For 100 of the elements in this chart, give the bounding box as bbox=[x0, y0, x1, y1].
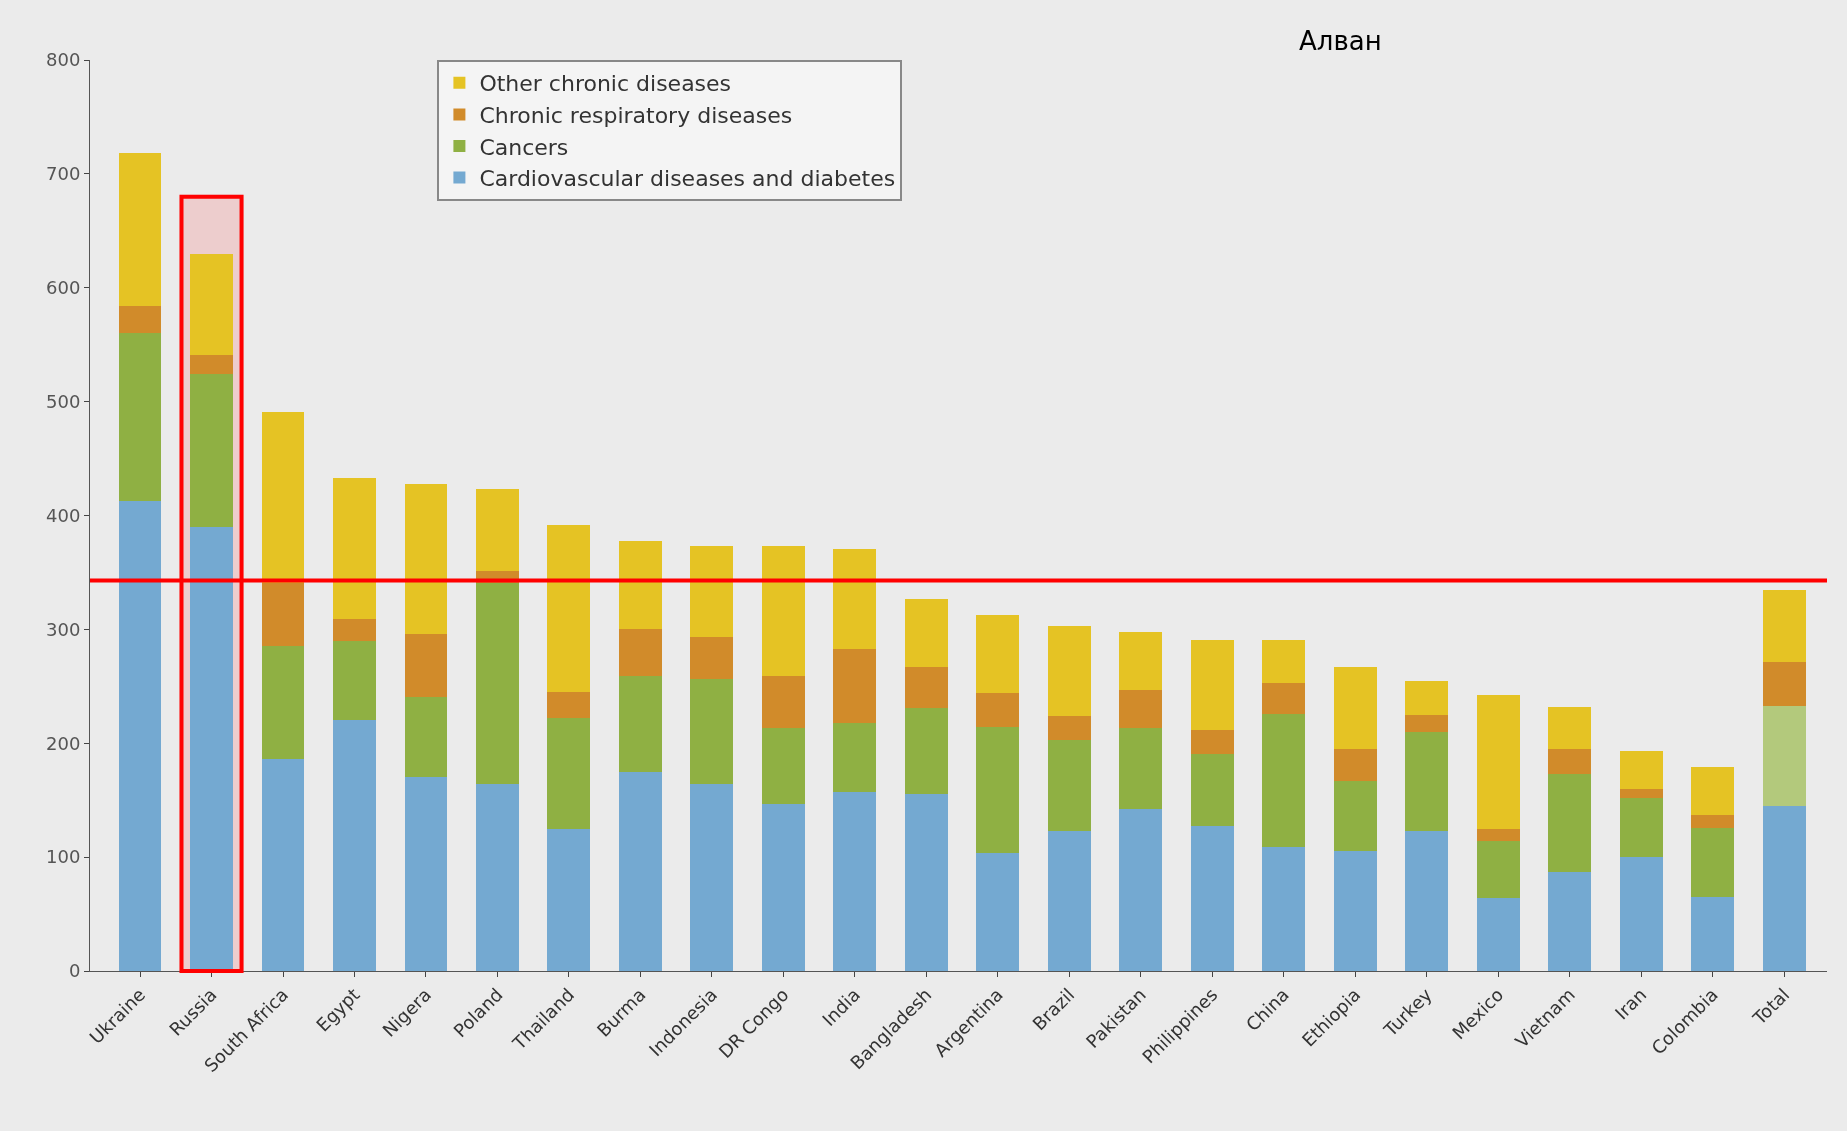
bar bbox=[1405, 714, 1449, 732]
bar bbox=[904, 666, 948, 708]
bar bbox=[833, 548, 877, 649]
y-tick-label: 500 bbox=[46, 390, 81, 412]
bar bbox=[690, 679, 734, 785]
bar bbox=[1119, 689, 1163, 729]
bar bbox=[190, 526, 233, 971]
bar bbox=[1476, 841, 1520, 899]
bar bbox=[1762, 805, 1806, 971]
bar bbox=[333, 640, 376, 721]
bar bbox=[333, 720, 376, 971]
y-tick-label: 800 bbox=[46, 49, 81, 71]
legend-label: Cancers bbox=[479, 134, 569, 160]
bar bbox=[190, 374, 233, 527]
bar bbox=[118, 500, 162, 971]
bar bbox=[1190, 729, 1234, 754]
bar bbox=[547, 828, 591, 971]
bar bbox=[190, 253, 233, 355]
bar bbox=[118, 333, 162, 501]
bar bbox=[1762, 589, 1806, 663]
bar bbox=[1691, 767, 1735, 815]
y-tick-label: 100 bbox=[46, 846, 81, 868]
bar bbox=[976, 693, 1020, 728]
bar bbox=[1047, 830, 1091, 971]
bar bbox=[1762, 662, 1806, 706]
bar bbox=[1262, 639, 1306, 683]
bar bbox=[1333, 666, 1377, 749]
bar bbox=[976, 727, 1020, 853]
legend-label: Chronic respiratory diseases bbox=[479, 102, 793, 128]
bar bbox=[1619, 797, 1663, 858]
bar bbox=[976, 852, 1020, 971]
bar bbox=[1190, 639, 1234, 730]
bar bbox=[1619, 788, 1663, 798]
bar bbox=[833, 648, 877, 723]
bar bbox=[904, 794, 948, 971]
bar bbox=[404, 777, 448, 971]
bar bbox=[1333, 748, 1377, 781]
bar bbox=[1190, 753, 1234, 827]
bar bbox=[690, 546, 734, 638]
bar bbox=[1476, 695, 1520, 829]
bar bbox=[1548, 706, 1592, 749]
bar bbox=[976, 614, 1020, 694]
bar bbox=[618, 629, 662, 677]
bar bbox=[261, 411, 305, 583]
bar bbox=[476, 489, 519, 572]
bar bbox=[1691, 827, 1735, 897]
y-tick-label: 700 bbox=[46, 163, 81, 185]
bar bbox=[1548, 871, 1592, 971]
legend-label: Cardiovascular diseases and diabetes bbox=[479, 166, 896, 192]
bar bbox=[1405, 680, 1449, 715]
bar bbox=[761, 676, 805, 729]
bar bbox=[404, 483, 448, 634]
bar bbox=[190, 354, 233, 375]
bar bbox=[1190, 826, 1234, 971]
bar bbox=[1619, 751, 1663, 789]
bar bbox=[1405, 830, 1449, 971]
bar bbox=[1548, 774, 1592, 872]
bar bbox=[547, 718, 591, 829]
bar bbox=[404, 633, 448, 697]
bar bbox=[618, 540, 662, 630]
bar bbox=[690, 784, 734, 971]
bar bbox=[1405, 731, 1449, 831]
bar bbox=[1476, 828, 1520, 842]
x-tick-label: Iran bbox=[1610, 983, 1651, 1024]
bar bbox=[1691, 896, 1735, 971]
bar bbox=[1691, 814, 1735, 828]
bar bbox=[1047, 715, 1091, 740]
legend-label: Other chronic diseases bbox=[479, 71, 732, 97]
bar bbox=[833, 722, 877, 793]
bar bbox=[761, 728, 805, 804]
bar bbox=[1047, 739, 1091, 831]
bar bbox=[761, 803, 805, 971]
bar bbox=[333, 477, 376, 620]
bar bbox=[1762, 705, 1806, 806]
bar bbox=[547, 692, 591, 719]
bar bbox=[404, 696, 448, 778]
bar bbox=[261, 759, 305, 971]
bar bbox=[261, 582, 305, 647]
bar bbox=[1476, 898, 1520, 971]
text: Алван bbox=[1299, 26, 1382, 56]
bar bbox=[1047, 625, 1091, 716]
bar bbox=[1262, 713, 1306, 847]
bar bbox=[476, 784, 519, 971]
bar bbox=[1333, 851, 1377, 971]
bar bbox=[118, 305, 162, 334]
bar bbox=[1119, 631, 1163, 690]
bar bbox=[1262, 682, 1306, 714]
bar bbox=[118, 153, 162, 306]
bar bbox=[547, 524, 591, 693]
bar bbox=[690, 637, 734, 680]
y-tick-label: 200 bbox=[46, 732, 81, 754]
bar bbox=[1619, 857, 1663, 971]
bar bbox=[1119, 728, 1163, 810]
bar bbox=[1119, 809, 1163, 971]
bar bbox=[904, 707, 948, 795]
bar bbox=[1548, 748, 1592, 774]
bar bbox=[1333, 780, 1377, 852]
y-tick-label: 0 bbox=[68, 960, 81, 982]
bar bbox=[261, 646, 305, 760]
bar bbox=[833, 792, 877, 971]
